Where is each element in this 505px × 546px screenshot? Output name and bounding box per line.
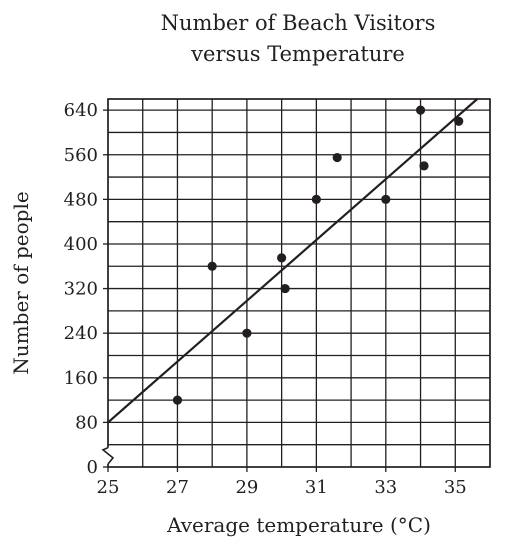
- y-tick-label: 560: [64, 145, 98, 166]
- y-tick-label: 160: [64, 368, 98, 389]
- y-tick-label: 640: [64, 100, 98, 121]
- data-point: [207, 261, 217, 271]
- y-tick-label: 320: [64, 279, 98, 300]
- y-axis-break: [101, 446, 115, 465]
- data-point: [419, 161, 429, 171]
- y-tick-label: 400: [64, 234, 98, 255]
- y-tick-label: 240: [64, 323, 98, 344]
- data-point: [172, 395, 183, 405]
- grid: [107, 98, 491, 468]
- x-tick-label: 29: [235, 477, 258, 498]
- data-points: [172, 105, 464, 405]
- axis-break-gap: [104, 447, 112, 464]
- data-point: [277, 253, 287, 263]
- data-point: [242, 328, 252, 338]
- x-tick-label: 33: [374, 477, 397, 498]
- data-point: [280, 283, 290, 294]
- x-tick-label: 35: [444, 477, 467, 498]
- x-tick-label: 31: [305, 477, 328, 498]
- data-point: [454, 116, 464, 126]
- plot-frame: [107, 98, 491, 468]
- chart-title-line-1: Number of Beach Visitors: [161, 11, 436, 35]
- x-axis-label: Average temperature (°C): [166, 513, 431, 537]
- data-point: [415, 105, 426, 115]
- tick-labels: 25 27 29 31 33 35 0 80 160 240 320 400 480 560 640: [64, 100, 467, 498]
- y-axis-label: Number of people: [9, 191, 33, 374]
- data-point: [311, 194, 321, 204]
- y-tick-label: 80: [75, 412, 98, 433]
- y-tick-label: 480: [64, 189, 98, 210]
- y-tick-label: 0: [87, 457, 98, 478]
- chart-title-line-2: versus Temperature: [190, 42, 405, 66]
- x-tick-label: 25: [97, 477, 120, 498]
- axis-break-zigzag: [101, 446, 115, 465]
- trend-line: [107, 98, 478, 424]
- x-tick-label: 27: [166, 477, 189, 498]
- data-point: [332, 152, 342, 163]
- data-point: [381, 194, 391, 204]
